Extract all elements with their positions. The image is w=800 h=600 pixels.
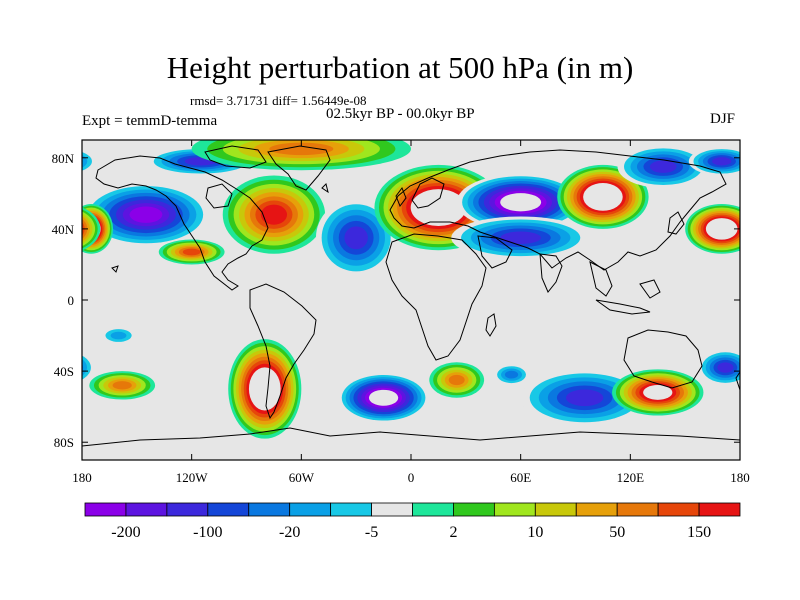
- colorbar-swatch: [534, 502, 577, 517]
- y-tick-label: 40N: [52, 222, 75, 237]
- colorbar-swatch: [616, 502, 659, 517]
- anomaly-positive: [612, 369, 704, 416]
- contour-level: [372, 391, 395, 404]
- x-tick-label: 60E: [510, 470, 531, 485]
- contour-level-wrap: [82, 359, 88, 377]
- y-tick-label: 80S: [54, 435, 74, 450]
- y-tick-label: 40S: [54, 364, 74, 379]
- contour-level: [565, 389, 604, 407]
- contour-level: [717, 362, 734, 373]
- contour-level: [260, 204, 288, 225]
- contour-level: [129, 206, 163, 223]
- contour-level: [649, 160, 677, 173]
- anomaly-positive: [191, 140, 411, 171]
- colorbar-label: -5: [365, 524, 378, 541]
- colorbar-swatch: [575, 502, 618, 517]
- y-tick-label: 80N: [52, 151, 75, 166]
- rmsd-diff-stats: rmsd= 3.71731 diff= 1.56449e-08: [190, 93, 367, 108]
- x-tick-label: 60W: [289, 470, 315, 485]
- contour-level: [182, 248, 201, 256]
- colorbar-swatch: [371, 502, 413, 517]
- anomaly-positive: [82, 204, 740, 254]
- anomaly-negative: [493, 364, 530, 386]
- anomaly-negative: [456, 173, 585, 231]
- x-tick-label: 0: [408, 470, 415, 485]
- colorbar-swatch: [84, 502, 127, 517]
- contour-level: [112, 381, 132, 390]
- colorbar-swatch: [493, 502, 536, 517]
- anomaly-negative: [82, 182, 210, 247]
- season-label: DJF: [710, 111, 736, 127]
- colorbar-swatch: [248, 502, 291, 517]
- y-tick-label: 0: [68, 293, 75, 308]
- colorbar-swatch: [289, 502, 332, 517]
- colorbar-label: 2: [449, 524, 457, 541]
- time-period: 02.5kyr BP - 00.0kyr BP: [326, 106, 475, 122]
- anomaly-negative: [82, 349, 740, 386]
- colorbar-swatch: [125, 502, 168, 517]
- anomaly-negative: [451, 216, 591, 260]
- contour-level: [500, 231, 541, 244]
- experiment-label: Expt = temmD-temma: [82, 113, 218, 129]
- anomaly-contour-fill: [82, 140, 740, 439]
- anomaly-positive: [222, 175, 326, 254]
- contour-level-wrap: [738, 221, 740, 236]
- colorbar-swatch: [657, 502, 700, 517]
- colorbar-label: 150: [687, 524, 711, 541]
- coastline-outlines: [82, 145, 740, 447]
- latitude-axis: 80N 40N 0 40S 80S: [52, 151, 740, 450]
- contour-level: [712, 157, 732, 166]
- anomaly-positive: [228, 339, 302, 439]
- anomaly-negative: [100, 326, 137, 345]
- x-tick-label: 120W: [176, 470, 209, 485]
- colorbar-label: -20: [279, 524, 300, 541]
- contour-level: [504, 370, 519, 379]
- anomaly-positive: [557, 164, 649, 229]
- colorbar-swatch: [698, 502, 741, 517]
- contour-level: [256, 377, 273, 400]
- contour-level: [592, 189, 614, 204]
- colorbar-label: 50: [609, 524, 625, 541]
- colorbar-label: 10: [527, 524, 543, 541]
- colorbar-label: -200: [111, 524, 140, 541]
- colorbar-swatch: [412, 502, 454, 517]
- colorbar-label: -100: [193, 524, 222, 541]
- colorbar-swatch: [166, 502, 209, 517]
- anomaly-positive: [429, 362, 485, 398]
- contour-level: [269, 142, 334, 156]
- contour-level: [344, 226, 368, 250]
- colorbar-swatch: [330, 502, 372, 517]
- anomaly-negative: [315, 198, 397, 277]
- contour-level: [647, 387, 669, 398]
- x-tick-label: 180: [730, 470, 750, 485]
- colorbar-swatch: [453, 502, 495, 517]
- plot-title: Height perturbation at 500 hPa (in m): [166, 50, 634, 85]
- anomaly-negative: [337, 372, 430, 423]
- colorbar-swatch: [207, 502, 250, 517]
- anomaly-positive: [89, 371, 156, 400]
- x-tick-label: 120E: [617, 470, 645, 485]
- colorbar: -200 -100 -20 -5 2 10 50 150: [84, 502, 741, 541]
- anomaly-positive: [158, 239, 225, 265]
- contour-level: [505, 195, 536, 209]
- x-tick-label: 180: [72, 470, 92, 485]
- contour-level: [448, 374, 465, 386]
- contour-level: [424, 198, 453, 217]
- anomaly-negative: [82, 147, 740, 176]
- contour-level-wrap: [739, 225, 740, 232]
- longitude-axis: 180 120W 60W 0 60E 120E 180: [72, 140, 750, 485]
- contour-level: [110, 331, 127, 340]
- contour-level: [713, 223, 730, 235]
